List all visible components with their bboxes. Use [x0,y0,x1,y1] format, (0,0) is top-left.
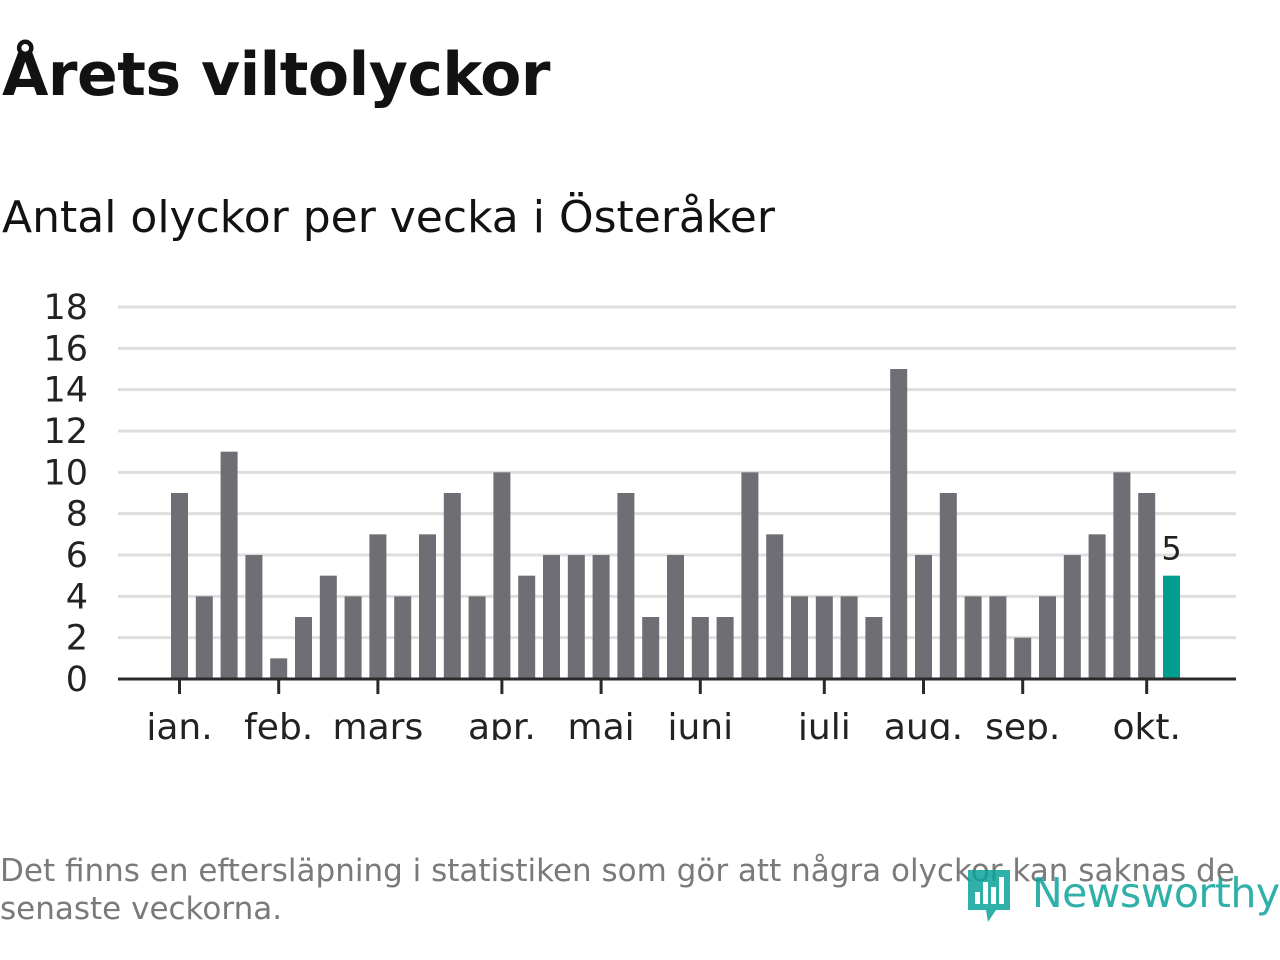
y-tick-label-16: 16 [43,329,88,369]
brand-name: Newsworthy [1032,868,1280,917]
bar-week-13 [468,596,486,679]
bar-week-37 [1063,555,1081,679]
bar-week-40 [1138,493,1156,679]
bar-week-2 [195,596,213,679]
x-axis-tick-labels: jan. feb. mars apr. maj juni juli aug. sep. okt. [145,707,1181,740]
x-tick-label-okt.: okt. [1112,707,1180,740]
brand-logo: Newsworthy [964,858,1280,928]
x-tick-label-juli: juli [797,707,851,740]
x-axis [118,677,1236,694]
y-tick-label-6: 6 [66,536,88,576]
bar-week-20 [642,617,660,679]
footnote: Det finns en eftersläpning i statistiken… [0,853,1235,928]
bar-week-5 [270,658,288,679]
bar-week-8 [344,596,362,679]
x-tick-label-maj: maj [568,707,635,740]
bar-week-29 [865,617,883,679]
bar-week-10 [394,596,412,679]
bar-week-14 [493,472,511,679]
bar-week-39 [1113,472,1131,679]
bar-highlight [1163,575,1180,679]
bar-week-32 [939,493,957,679]
bar-week-9 [369,534,387,679]
bar-week-23 [716,617,734,679]
bar-week-36 [1039,596,1056,679]
gridlines [118,305,1236,640]
bar-week-24 [741,472,759,679]
bar-week-30 [890,369,908,679]
x-tick-label-jan.: jan. [145,707,212,740]
x-tick-label-aug.: aug. [884,707,963,740]
bar-week-28 [840,596,858,679]
bar-week-4 [245,555,263,679]
bar-week-16 [543,555,560,679]
bar-week-12 [443,493,461,679]
y-tick-label-12: 12 [43,412,88,452]
bar-week-15 [518,575,536,679]
bar-week-22 [691,617,709,679]
bar-week-19 [617,493,635,679]
bar-week-7 [319,575,337,679]
bar-week-1 [171,493,188,679]
bar-week-18 [592,555,610,679]
y-tick-label-18: 18 [43,288,88,328]
bar-week-25 [766,534,784,679]
y-tick-label-8: 8 [66,495,88,535]
data-label-highlight: 5 [1161,530,1181,568]
bar-week-31 [915,555,932,679]
bar-week-21 [667,555,684,679]
bar-week-3 [220,451,238,679]
bar-week-38 [1088,534,1106,679]
chart-title: Årets viltolyckor [2,40,551,110]
chart-subtitle: Antal olyckor per vecka i Österåker [2,192,775,243]
bar-week-11 [419,534,436,679]
y-tick-label-10: 10 [43,453,88,493]
bar-week-6 [295,617,312,679]
x-tick-label-apr.: apr. [468,707,536,740]
bar-week-35 [1014,637,1032,679]
x-tick-label-feb.: feb. [244,707,313,740]
bar-week-26 [791,596,808,679]
bar-week-33 [964,596,982,679]
data-labels: 5 [1161,530,1181,568]
bar-week-17 [567,555,585,679]
x-tick-label-mars: mars [333,707,424,740]
bar-week-34 [989,596,1007,679]
y-tick-label-4: 4 [66,577,88,617]
y-tick-label-2: 2 [66,619,88,659]
newsworthy-logo-icon [968,870,1010,922]
bar-week-27 [815,596,833,679]
y-tick-label-14: 14 [43,371,88,411]
x-tick-label-sep.: sep. [985,707,1060,740]
x-tick-label-juni: juni [666,707,733,740]
bars [171,369,1180,679]
y-tick-label-0: 0 [66,660,88,700]
